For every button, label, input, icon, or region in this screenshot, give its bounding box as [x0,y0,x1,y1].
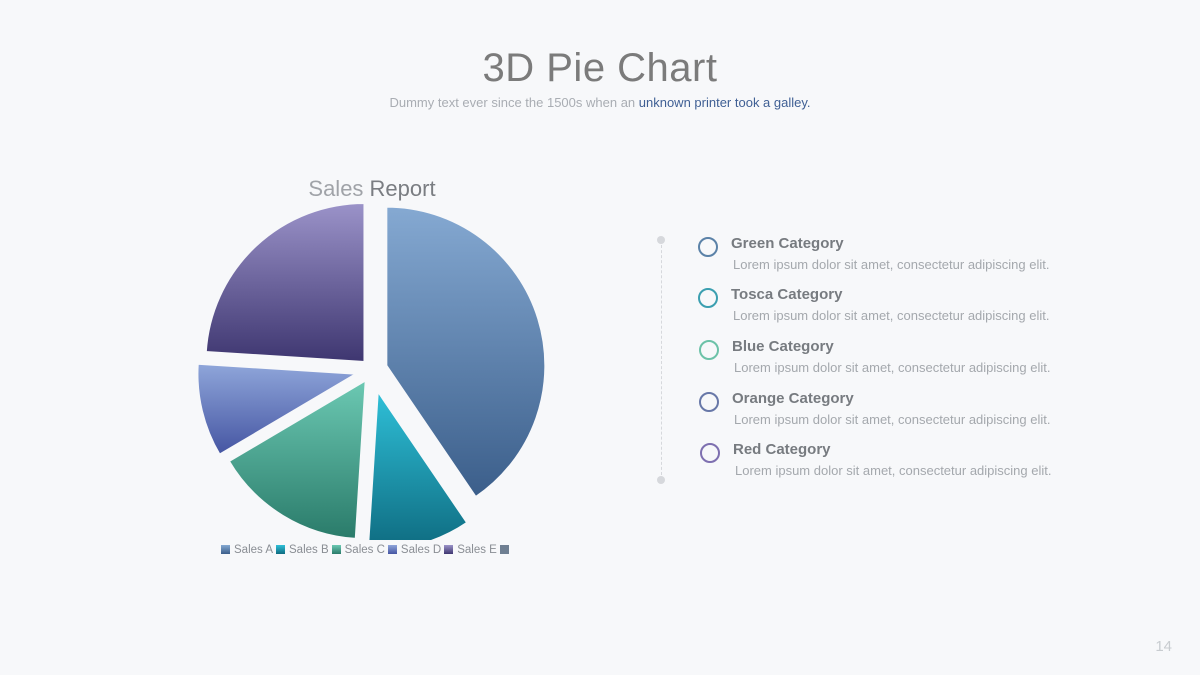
pie-slice-sales-b [367,388,469,540]
legend-entry: Sales D [387,544,442,556]
category-description: Lorem ipsum dolor sit amet, consectetur … [735,463,1052,478]
slide-title: 3D Pie Chart [482,46,718,90]
category-description: Lorem ipsum dolor sit amet, consectetur … [733,308,1050,323]
legend-swatch [387,545,397,554]
legend-swatch [221,545,230,554]
category-name: Blue Category [732,338,834,355]
legend-swatch [444,545,454,554]
pie-slice-sales-d [196,362,360,457]
circle-icon [699,340,719,360]
legend-label: Sales B [289,544,329,556]
pie-chart [196,201,547,540]
timeline-line [661,240,662,480]
subtitle-highlight: unknown printer took a galley. [638,95,811,110]
chart-title-bold: Report [369,176,436,201]
pie-slice-sales-e [204,201,366,364]
category-name: Orange Category [732,390,854,407]
subtitle-plain: Dummy text ever since the 1500s when an [389,95,639,110]
circle-icon [698,288,718,308]
legend-swatch-extra [499,545,509,554]
legend-label: Sales D [400,544,442,556]
category-description: Lorem ipsum dolor sit amet, consectetur … [733,257,1050,272]
legend-label: Sales A [234,544,273,556]
circle-icon [699,392,719,412]
timeline-dot-bottom [657,476,665,484]
legend-swatch [276,545,285,554]
chart-title: Sales Report [272,176,472,202]
category-description: Lorem ipsum dolor sit amet, consectetur … [734,360,1051,375]
page-number: 14 [1155,638,1172,655]
timeline-dot-top [657,236,665,244]
legend-entry: Sales C [331,544,385,556]
circle-icon [698,237,718,257]
chart-legend: Sales A Sales B Sales C Sales D Sales E [221,544,513,556]
pie-slice-sales-c [227,378,367,540]
pie-slice-sales-a [385,205,547,499]
chart-title-light: Sales [308,176,370,201]
category-name: Green Category [731,235,844,252]
category-name: Tosca Category [731,286,843,303]
legend-entry: Sales A [221,544,273,556]
legend-label: Sales E [457,544,497,556]
legend-swatch [331,545,341,554]
legend-entry: Sales B [276,544,329,556]
category-name: Red Category [733,441,831,458]
circle-icon [700,443,720,463]
category-description: Lorem ipsum dolor sit amet, consectetur … [734,412,1051,427]
legend-label: Sales C [344,544,385,556]
legend-entry: Sales E [444,544,497,556]
slide-subtitle: Dummy text ever since the 1500s when an … [0,95,1200,110]
